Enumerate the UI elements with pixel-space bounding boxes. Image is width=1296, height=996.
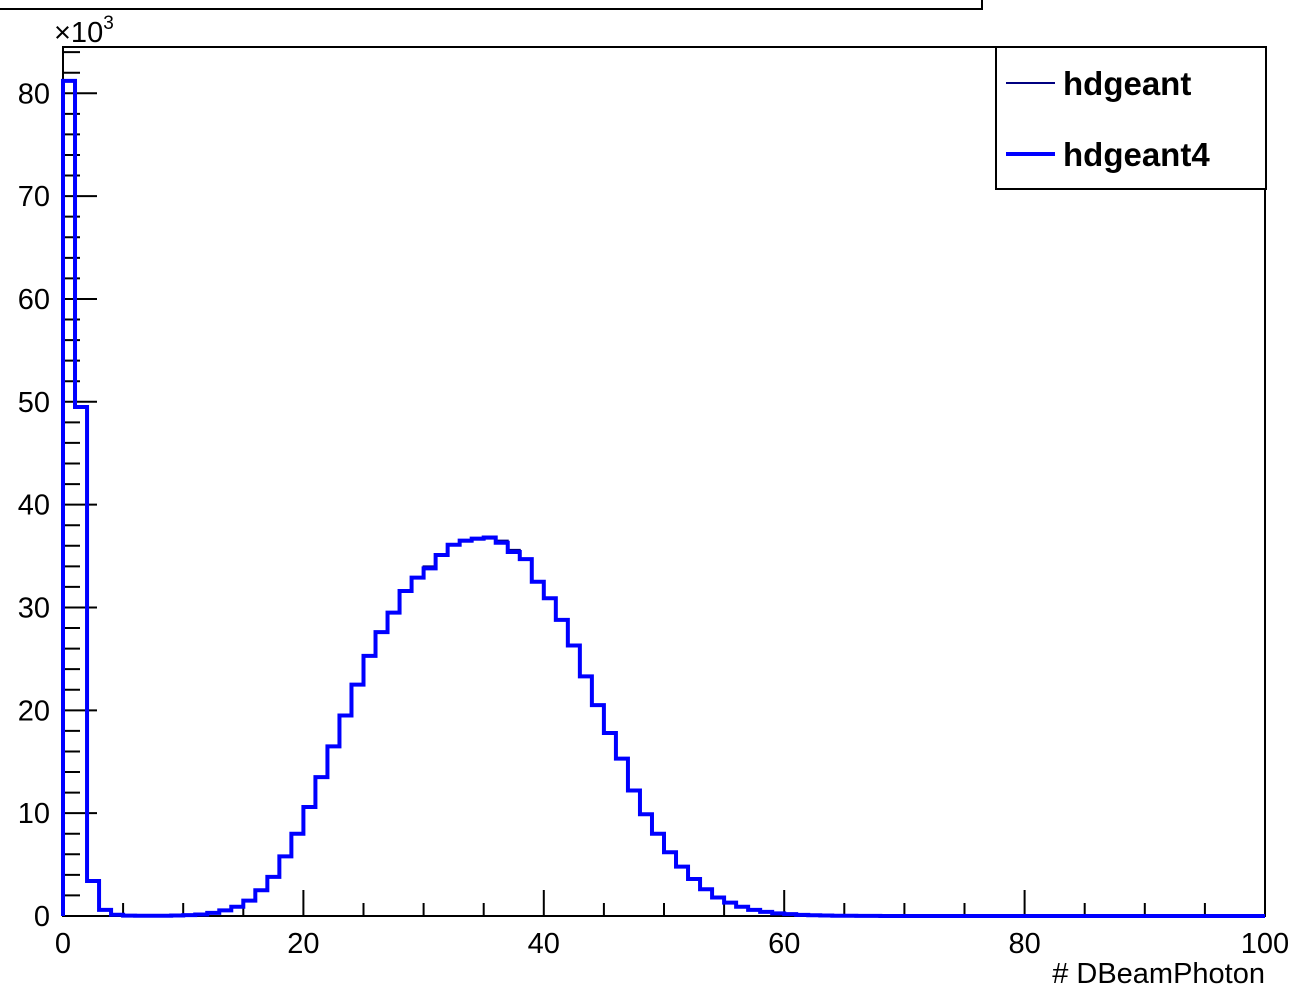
- y-tick-label: 30: [18, 592, 50, 624]
- x-tick-label: 60: [768, 928, 800, 960]
- y-axis-ticks: [63, 51, 97, 917]
- x-tick-label: 80: [1008, 928, 1040, 960]
- y-tick-label: 40: [18, 490, 50, 522]
- x-tick-label: 100: [1241, 928, 1289, 960]
- y-tick-label: 70: [18, 181, 50, 213]
- series-layer: [61, 78, 1265, 918]
- x-tick-label: 40: [528, 928, 560, 960]
- y-tick-label: 80: [18, 78, 50, 110]
- legend-label-hdgeant4: hdgeant4: [1063, 136, 1210, 173]
- y-multiplier-label: ×103: [54, 13, 114, 49]
- y-tick-label: 0: [34, 901, 50, 933]
- y-tick-label: 50: [18, 387, 50, 419]
- title-box-edge: [0, 0, 983, 10]
- y-tick-label: 60: [18, 284, 50, 316]
- x-tick-label: 0: [55, 928, 71, 960]
- y-axis-tick-labels: 0 10 20 30 40 50 60 70 80: [18, 78, 50, 933]
- legend-box: [995, 46, 1267, 190]
- series-hdgeant4: [61, 78, 1265, 918]
- x-axis-tick-labels: 0 20 40 60 80 100: [55, 928, 1289, 960]
- y-tick-label: 10: [18, 798, 50, 830]
- legend: hdgeant hdgeant4: [995, 46, 1267, 190]
- y-multiplier-exponent: 3: [103, 13, 114, 34]
- x-tick-label: 20: [287, 928, 319, 960]
- series-hdgeant: [62, 79, 1265, 917]
- y-tick-label: 20: [18, 695, 50, 727]
- x-axis-title: # DBeamPhoton: [1052, 958, 1265, 990]
- legend-label-hdgeant: hdgeant: [1063, 65, 1191, 102]
